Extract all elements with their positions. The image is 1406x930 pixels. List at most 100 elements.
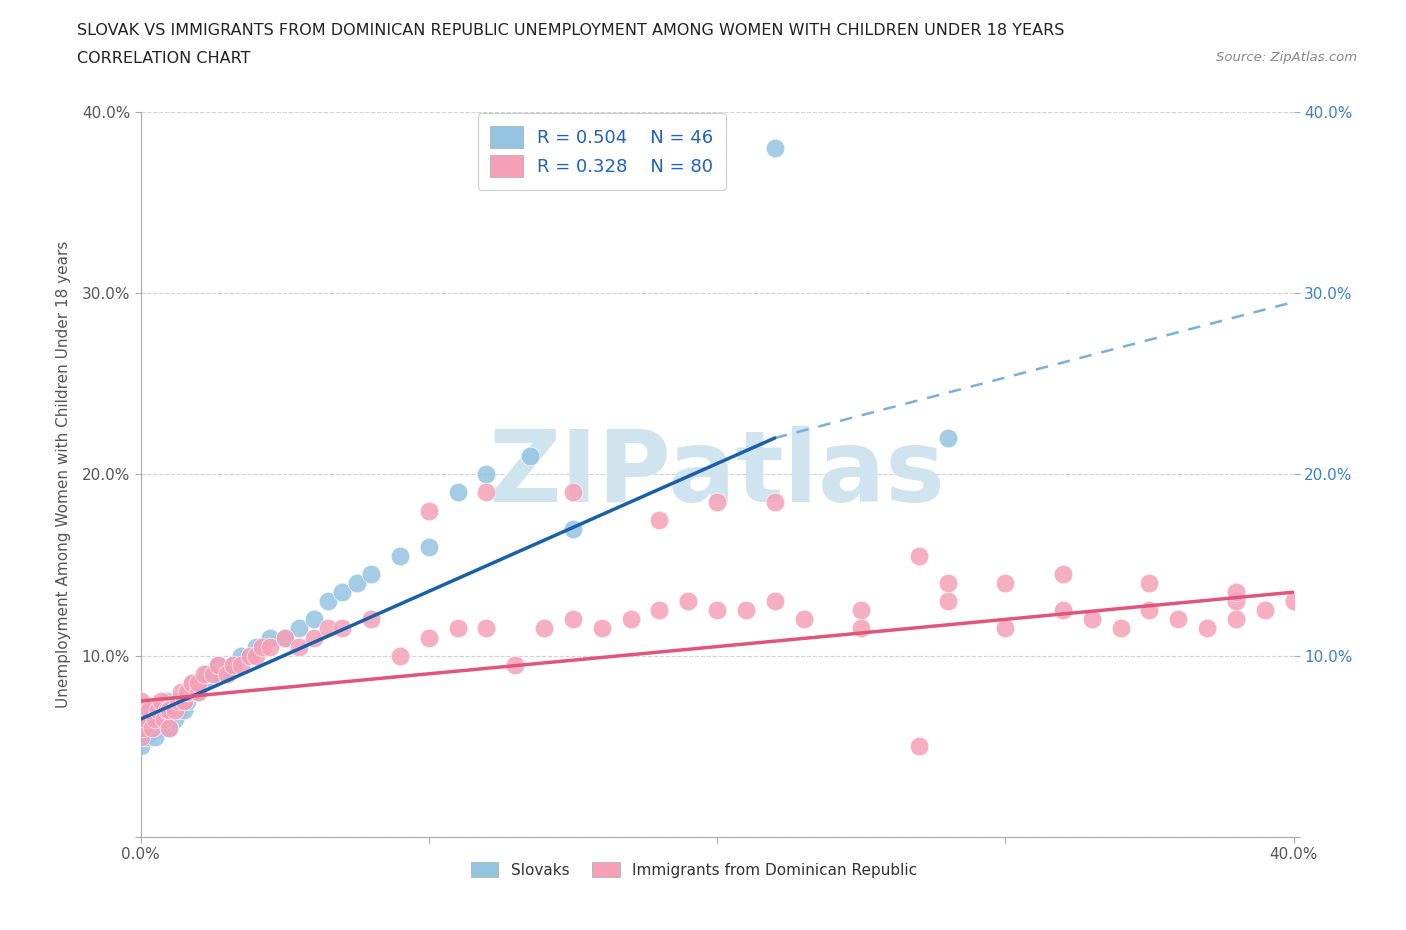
Point: [1109, 621, 1132, 636]
Point: [936, 576, 959, 591]
Point: [239, 648, 262, 663]
Point: [149, 694, 172, 709]
Point: [132, 721, 155, 736]
Point: [1225, 594, 1247, 609]
Point: [418, 539, 440, 554]
Point: [217, 667, 239, 682]
Point: [1195, 621, 1218, 636]
Point: [793, 612, 815, 627]
Point: [1225, 612, 1247, 627]
Point: [562, 612, 585, 627]
Point: [143, 730, 166, 745]
Point: [187, 684, 209, 699]
Point: [936, 594, 959, 609]
Point: [447, 485, 470, 500]
Point: [195, 667, 218, 682]
Point: [288, 639, 311, 654]
Point: [149, 711, 172, 726]
Point: [207, 658, 229, 672]
Point: [519, 449, 541, 464]
Point: [141, 703, 163, 718]
Point: [129, 703, 152, 718]
Point: [1139, 603, 1161, 618]
Point: [447, 621, 470, 636]
Point: [173, 703, 195, 718]
Y-axis label: Unemployment Among Women with Children Under 18 years: Unemployment Among Women with Children U…: [56, 241, 70, 708]
Point: [533, 621, 555, 636]
Point: [1052, 566, 1074, 581]
Point: [141, 721, 163, 736]
Point: [176, 684, 198, 699]
Point: [763, 594, 786, 609]
Point: [648, 603, 671, 618]
Point: [143, 711, 166, 726]
Point: [193, 667, 215, 682]
Point: [849, 603, 872, 618]
Point: [187, 675, 209, 690]
Point: [250, 639, 273, 654]
Point: [167, 703, 190, 718]
Point: [678, 594, 700, 609]
Point: [129, 711, 152, 726]
Point: [994, 576, 1017, 591]
Point: [706, 603, 728, 618]
Point: [135, 730, 157, 745]
Point: [1052, 603, 1074, 618]
Point: [181, 675, 204, 690]
Point: [418, 503, 440, 518]
Point: [135, 711, 157, 726]
Point: [619, 612, 641, 627]
Point: [152, 711, 174, 726]
Point: [129, 721, 152, 736]
Point: [332, 585, 354, 600]
Point: [259, 631, 281, 645]
Point: [763, 494, 786, 509]
Point: [138, 703, 160, 718]
Point: [155, 694, 177, 709]
Point: [259, 639, 281, 654]
Text: CORRELATION CHART: CORRELATION CHART: [77, 51, 250, 66]
Point: [201, 667, 224, 682]
Point: [274, 631, 297, 645]
Point: [231, 648, 253, 663]
Point: [170, 694, 193, 709]
Point: [475, 467, 498, 482]
Point: [1254, 603, 1277, 618]
Legend: Slovaks, Immigrants from Dominican Republic: Slovaks, Immigrants from Dominican Repub…: [465, 856, 924, 884]
Point: [239, 648, 262, 663]
Point: [908, 549, 931, 564]
Point: [222, 658, 245, 672]
Point: [936, 431, 959, 445]
Point: [179, 684, 201, 699]
Point: [346, 576, 368, 591]
Point: [735, 603, 758, 618]
Point: [503, 658, 526, 672]
Point: [849, 621, 872, 636]
Point: [360, 612, 382, 627]
Point: [332, 621, 354, 636]
Point: [994, 621, 1017, 636]
Point: [288, 621, 311, 636]
Point: [222, 658, 245, 672]
Point: [207, 658, 229, 672]
Point: [165, 711, 187, 726]
Point: [155, 703, 177, 718]
Point: [360, 566, 382, 581]
Point: [165, 703, 187, 718]
Point: [1282, 594, 1305, 609]
Point: [129, 730, 152, 745]
Point: [138, 721, 160, 736]
Point: [146, 703, 169, 718]
Point: [418, 631, 440, 645]
Point: [302, 631, 325, 645]
Text: Source: ZipAtlas.com: Source: ZipAtlas.com: [1216, 51, 1357, 64]
Point: [388, 648, 411, 663]
Point: [217, 667, 239, 682]
Point: [1167, 612, 1189, 627]
Point: [176, 694, 198, 709]
Text: SLOVAK VS IMMIGRANTS FROM DOMINICAN REPUBLIC UNEMPLOYMENT AMONG WOMEN WITH CHILD: SLOVAK VS IMMIGRANTS FROM DOMINICAN REPU…: [77, 23, 1064, 38]
Point: [388, 549, 411, 564]
Point: [591, 621, 613, 636]
Point: [129, 738, 152, 753]
Point: [475, 621, 498, 636]
